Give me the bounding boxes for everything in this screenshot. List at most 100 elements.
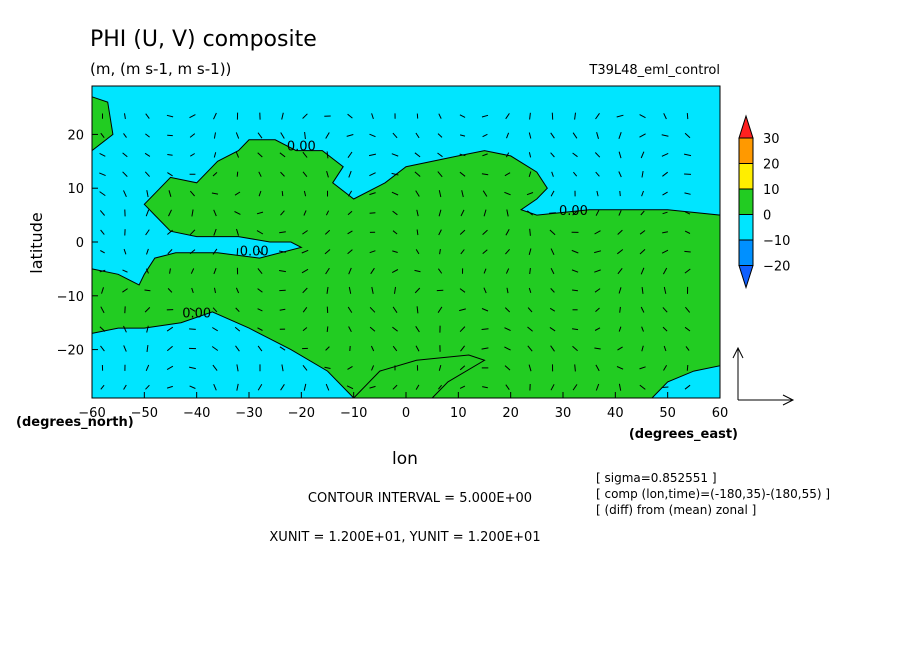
wind-vector [459, 229, 466, 235]
y-axis-label: latitude [27, 212, 46, 273]
wind-vector [550, 267, 555, 275]
wind-vector [618, 210, 622, 216]
wind-vector [683, 153, 692, 157]
wind-vector [641, 326, 644, 332]
wind-vector [549, 307, 556, 312]
wind-vector [392, 306, 398, 313]
wind-vector [662, 267, 668, 275]
wind-vector [304, 131, 306, 140]
wind-vector [460, 345, 465, 352]
plot-area: 0.00 0.00 0.00 0.00 −60 −50 −40 −30 −20 −10 0 10 20… [57, 85, 729, 421]
wind-vector [392, 384, 398, 390]
wind-vector [281, 364, 284, 372]
wind-vector [416, 209, 419, 217]
wind-vector [482, 190, 488, 197]
wind-vector [280, 132, 285, 139]
wind-vector [505, 113, 510, 120]
wind-vector [281, 112, 284, 120]
wind-vector [167, 288, 173, 293]
wind-vector [235, 345, 240, 352]
wind-vector [347, 151, 353, 158]
wind-vector [416, 229, 419, 236]
wind-vector [415, 132, 420, 139]
wind-vector [257, 288, 263, 293]
wind-vector [550, 190, 555, 197]
wind-vector [326, 286, 329, 294]
wind-vector [391, 153, 399, 157]
wind-vector [504, 307, 511, 313]
y-tick-label: −20 [57, 344, 84, 359]
wind-vector [686, 364, 689, 371]
wind-vector [595, 364, 600, 372]
x-tick-label: −60 [78, 406, 105, 421]
x-tick-label: 50 [659, 406, 676, 421]
wind-vector [369, 326, 376, 332]
wind-vector [663, 113, 667, 120]
wind-vector [302, 113, 308, 119]
wind-vector [258, 171, 262, 177]
wind-vector [371, 286, 374, 294]
wind-vector [369, 133, 376, 138]
wind-vector [369, 250, 376, 254]
wind-vector [213, 228, 217, 236]
wind-vector [661, 134, 669, 137]
wind-vector [526, 210, 534, 216]
wind-vector [639, 366, 646, 370]
wind-vector [618, 326, 622, 332]
wind-vector [325, 383, 330, 391]
wind-vector [684, 192, 691, 195]
wind-vector [639, 249, 646, 255]
wind-vector [191, 209, 194, 217]
x-tick-label: −20 [288, 406, 315, 421]
wind-vector [189, 114, 196, 119]
x-tick-label: 20 [502, 406, 519, 421]
colorbar-label: 10 [763, 183, 780, 198]
wind-vector [550, 248, 555, 256]
wind-vector [574, 364, 576, 372]
wind-vector [504, 365, 511, 371]
wind-vector [189, 229, 196, 236]
wind-vector [504, 191, 511, 196]
wind-vector [438, 364, 442, 371]
wind-vector [571, 249, 579, 254]
wind-vector [123, 345, 127, 352]
wind-vector [617, 267, 623, 275]
wind-vector [459, 288, 466, 293]
wind-vector [236, 383, 239, 391]
wind-vector [302, 287, 308, 294]
wind-vector [618, 287, 622, 294]
wind-vector [459, 365, 466, 371]
wind-vector [437, 171, 443, 178]
wind-vector [123, 133, 127, 138]
wind-vector [145, 209, 150, 217]
wind-vector [572, 289, 578, 292]
contour-interval: CONTOUR INTERVAL = 5.000E+00 [308, 491, 532, 506]
wind-vector [596, 190, 599, 197]
wind-vector [594, 152, 601, 158]
wind-vector [595, 171, 600, 177]
wind-vector [594, 327, 601, 331]
wind-vector [99, 172, 106, 177]
wind-vector [505, 248, 510, 255]
wind-vector [528, 171, 532, 178]
wind-vector [235, 132, 240, 139]
wind-vector [662, 231, 669, 234]
wind-vector [662, 171, 669, 177]
wind-vector [167, 249, 173, 255]
wind-vector [459, 134, 466, 137]
wind-vector [617, 229, 623, 235]
wind-vector [572, 328, 579, 331]
wind-vector [529, 268, 531, 275]
wind-vector [213, 384, 217, 391]
wind-vector [325, 346, 330, 351]
wind-vector [640, 267, 645, 275]
wind-vector [414, 269, 421, 273]
wind-vector [166, 114, 174, 118]
wind-vector [437, 306, 443, 313]
x-tick-label: 60 [712, 406, 729, 421]
wind-vector [594, 230, 601, 235]
wind-vector [303, 210, 307, 216]
wind-vector [529, 112, 531, 120]
y-tick-label: 0 [76, 236, 84, 251]
wind-vector [684, 132, 691, 139]
